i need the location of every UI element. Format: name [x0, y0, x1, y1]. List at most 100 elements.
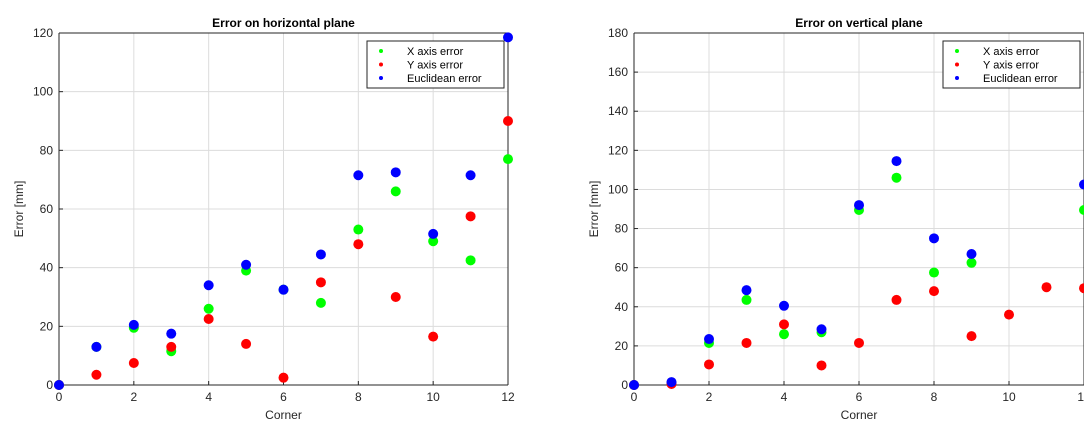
data-point — [704, 359, 714, 370]
data-point — [278, 372, 289, 383]
x-tick-label: 12 — [1077, 390, 1084, 404]
data-point — [704, 334, 714, 345]
y-axis-label: Error [mm] — [12, 181, 26, 238]
x-tick-label: 10 — [426, 390, 440, 404]
data-point — [315, 249, 326, 260]
data-point — [966, 257, 977, 268]
data-point — [128, 319, 139, 330]
data-point — [779, 319, 789, 330]
data-point — [203, 303, 214, 314]
data-point — [465, 255, 476, 266]
data-point — [929, 233, 939, 244]
legend-marker — [955, 62, 959, 67]
data-point — [891, 156, 902, 167]
legend-marker — [955, 49, 959, 53]
legend-entry: X axis error — [407, 46, 464, 58]
chart-title: Error on horizontal plane — [212, 16, 355, 30]
data-point — [1041, 282, 1052, 293]
x-tick-label: 8 — [355, 390, 362, 404]
data-point — [816, 360, 827, 371]
data-point — [428, 236, 439, 247]
x-tick-label: 0 — [56, 390, 63, 404]
data-point — [241, 259, 252, 270]
y-tick-label: 100 — [608, 182, 628, 196]
y-tick-label: 0 — [621, 378, 628, 392]
data-point — [1079, 179, 1084, 190]
legend-marker — [379, 49, 383, 53]
x-tick-label: 12 — [501, 390, 515, 404]
y-tick-label: 80 — [40, 143, 54, 157]
y-tick-label: 20 — [40, 319, 54, 333]
y-tick-label: 40 — [40, 261, 54, 275]
data-point — [1079, 283, 1084, 294]
data-point — [91, 369, 102, 380]
data-point — [465, 170, 476, 181]
y-tick-label: 20 — [615, 339, 629, 353]
data-point — [166, 328, 177, 339]
y-tick-label: 160 — [608, 65, 628, 79]
data-point — [891, 172, 902, 183]
legend — [366, 40, 505, 89]
y-tick-label: 60 — [40, 202, 54, 216]
legend — [942, 40, 1081, 89]
data-point — [629, 380, 639, 390]
data-point — [741, 294, 752, 305]
data-point — [503, 32, 513, 43]
x-tick-label: 4 — [205, 390, 212, 404]
data-point — [203, 314, 214, 324]
legend-entry: Y axis error — [983, 60, 1039, 72]
y-tick-label: 60 — [615, 261, 629, 275]
x-tick-label: 10 — [1002, 390, 1016, 404]
data-point — [503, 116, 513, 126]
legend-entry: X axis error — [983, 46, 1040, 58]
data-point — [929, 286, 939, 297]
legend-entry: Y axis error — [407, 60, 463, 72]
data-point — [966, 331, 977, 342]
legend-marker — [379, 76, 383, 80]
data-point — [390, 292, 401, 302]
y-tick-label: 40 — [615, 300, 629, 314]
data-point — [353, 239, 364, 250]
data-point — [390, 186, 401, 197]
x-tick-label: 6 — [856, 390, 863, 404]
data-point — [741, 337, 752, 348]
x-tick-label: 2 — [706, 390, 713, 404]
y-axis-label: Error [mm] — [587, 181, 601, 238]
legend-entry: Euclidean error — [983, 73, 1058, 85]
data-point — [891, 294, 902, 305]
y-tick-label: 80 — [615, 222, 629, 236]
data-point — [278, 284, 289, 295]
data-point — [929, 267, 939, 278]
data-point — [966, 248, 977, 259]
data-point — [816, 324, 827, 335]
data-point — [779, 329, 789, 340]
data-point — [854, 200, 864, 211]
data-point — [54, 380, 64, 390]
data-point — [166, 341, 177, 352]
data-point — [390, 167, 401, 178]
data-point — [353, 170, 364, 181]
y-tick-label: 120 — [33, 26, 53, 40]
data-point — [741, 285, 752, 296]
x-tick-label: 8 — [931, 390, 938, 404]
data-point — [315, 297, 326, 308]
legend-marker — [955, 76, 959, 80]
x-tick-label: 2 — [130, 390, 137, 404]
chart-title: Error on vertical plane — [795, 16, 923, 30]
data-point — [1079, 204, 1084, 215]
y-tick-label: 140 — [608, 104, 628, 118]
data-point — [465, 211, 476, 222]
data-point — [353, 224, 364, 235]
x-tick-label: 0 — [631, 390, 638, 404]
y-tick-label: 180 — [608, 26, 628, 40]
data-point — [666, 377, 677, 388]
data-point — [428, 228, 439, 239]
y-tick-label: 120 — [608, 143, 628, 157]
legend-marker — [379, 62, 383, 67]
data-point — [1004, 309, 1014, 320]
data-point — [854, 337, 864, 348]
data-point — [428, 331, 439, 342]
legend-entry: Euclidean error — [407, 73, 482, 85]
data-point — [91, 341, 102, 352]
